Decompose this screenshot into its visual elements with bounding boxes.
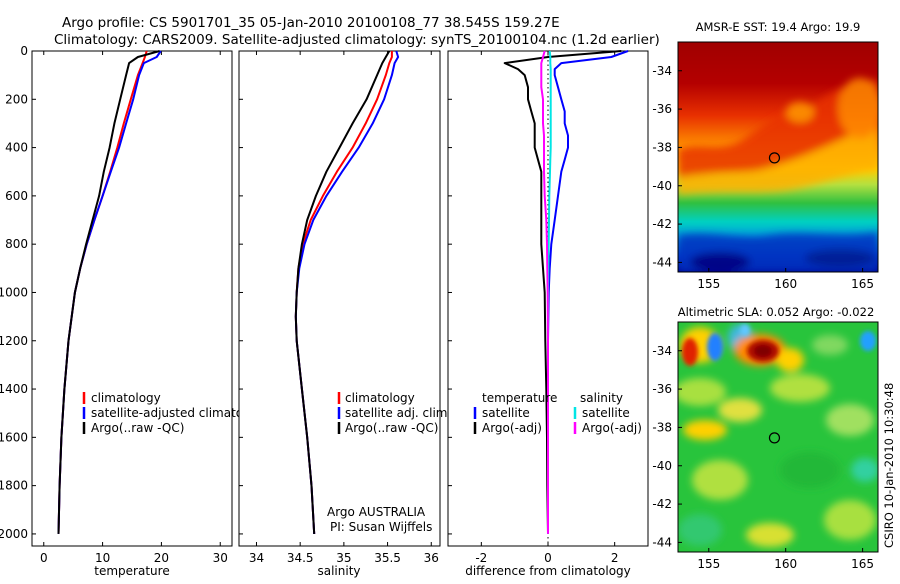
map-y-tick-label: -36 (652, 382, 672, 396)
map-x-tick-label: 160 (774, 277, 797, 291)
sst-map-panel: AMSR-E SST: 19.4 Argo: 19.9 155 160 165 -34… (652, 20, 879, 291)
y-tick-label: 1800 (0, 479, 28, 493)
pi-annotation: PI: Susan Wijffels (330, 520, 432, 534)
difference-legend: temperature salinity satellite Argo(-adj… (473, 391, 642, 435)
map-x-tick-label: 155 (697, 557, 720, 571)
sla-map-frame (677, 321, 879, 553)
temperature-legend: climatology satellite-adjusted climatolo… (82, 391, 269, 435)
y-tick-label: 1000 (0, 285, 28, 299)
x-tick-label: 10 (95, 551, 110, 565)
sla-map-panel: Altimetric SLA: 0.052 Argo: -0.022 (652, 305, 879, 571)
y-tick-label: 200 (5, 92, 28, 106)
temperature-panel: 0 10 20 30 0 200 400 600 800 1000 1200 1400 1600 1800… (0, 44, 269, 578)
legend-salinity-title: salinity (580, 391, 623, 405)
difference-panel: -2 0 2 difference from climatology tempera… (447, 50, 649, 578)
map-x-tick-label: 160 (774, 557, 797, 571)
x-tick-label: 35 (336, 551, 351, 565)
sla-argo-location-marker (768, 432, 781, 444)
map-y-tick-label: -34 (652, 344, 672, 358)
series-line-temperature-argo-adj (503, 50, 622, 534)
sla-heatmap (678, 322, 878, 552)
x-tick-label: 34.5 (287, 551, 314, 565)
temperature-xlabel: temperature (94, 564, 169, 578)
figure-title-line1: Argo profile: CS 5901701_35 05-Jan-2010 … (62, 15, 560, 31)
map-y-tick-label: -34 (652, 64, 672, 78)
salinity-axes-frame (238, 50, 441, 547)
sst-map-title: AMSR-E SST: 19.4 Argo: 19.9 (696, 20, 861, 34)
temperature-axes-frame (31, 50, 233, 547)
x-tick-label: 0 (544, 551, 552, 565)
difference-xlabel: difference from climatology (465, 564, 631, 578)
series-line-salinity-argo-adj (540, 50, 549, 534)
figure-title-line2: Climatology: CARS2009. Satellite-adjuste… (54, 32, 660, 48)
map-y-tick-label: -36 (652, 102, 672, 116)
x-tick-label: -2 (475, 551, 487, 565)
sst-heatmap (678, 42, 878, 272)
salinity-legend: climatology satellite adj. clim. Argo(..… (337, 391, 451, 435)
salinity-panel: 34 34.5 35 35.5 36 salinity climatology sate… (238, 50, 451, 578)
legend-climatology-label: climatology (345, 391, 415, 405)
sla-map-title: Altimetric SLA: 0.052 Argo: -0.022 (678, 305, 875, 319)
legend-climatology-label: climatology (91, 391, 161, 405)
map-y-tick-label: -42 (652, 217, 672, 231)
legend-sal-satellite-label: satellite (582, 406, 630, 420)
map-y-tick-label: -40 (652, 179, 672, 193)
x-tick-label: 36 (424, 551, 439, 565)
y-tick-label: 600 (5, 189, 28, 203)
map-y-tick-label: -44 (652, 535, 672, 549)
map-y-tick-label: -38 (652, 420, 672, 434)
map-x-tick-label: 165 (851, 277, 874, 291)
y-tick-label: 0 (20, 44, 28, 58)
series-line-argo-raw-qc (294, 50, 391, 534)
legend-satellite-label: satellite-adjusted climatology (91, 406, 269, 420)
x-tick-label: 2 (611, 551, 619, 565)
legend-sal-argo-label: Argo(-adj) (582, 421, 642, 435)
sst-map-frame (677, 41, 879, 273)
argo-australia-annotation: Argo AUSTRALIA (327, 505, 426, 519)
x-tick-label: 0 (40, 551, 48, 565)
y-tick-label: 1200 (0, 334, 28, 348)
csiro-timestamp: CSIRO 10-Jan-2010 10:30:48 (882, 383, 896, 548)
y-tick-label: 800 (5, 237, 28, 251)
salinity-xlabel: salinity (317, 564, 360, 578)
legend-argo-label: Argo(..raw -QC) (91, 421, 184, 435)
map-x-tick-label: 165 (851, 557, 874, 571)
x-tick-label: 34 (249, 551, 264, 565)
y-tick-label: 1600 (0, 430, 28, 444)
x-tick-label: 30 (213, 551, 228, 565)
map-y-tick-label: -42 (652, 497, 672, 511)
legend-temperature-title: temperature (482, 391, 557, 405)
sst-argo-location-marker (768, 152, 781, 164)
x-tick-label: 20 (154, 551, 169, 565)
legend-temp-argo-label: Argo(-adj) (482, 421, 542, 435)
y-tick-label: 1400 (0, 382, 28, 396)
y-tick-label: 2000 (0, 527, 28, 541)
legend-argo-label: Argo(..raw -QC) (345, 421, 438, 435)
series-line-argo-raw-qc (57, 50, 160, 534)
map-y-tick-label: -40 (652, 459, 672, 473)
map-y-tick-label: -44 (652, 255, 672, 269)
legend-temp-satellite-label: satellite (482, 406, 530, 420)
y-tick-label: 400 (5, 141, 28, 155)
legend-satellite-label: satellite adj. clim. (345, 406, 451, 420)
map-y-tick-label: -38 (652, 140, 672, 154)
x-tick-label: 35.5 (374, 551, 401, 565)
map-x-tick-label: 155 (697, 277, 720, 291)
